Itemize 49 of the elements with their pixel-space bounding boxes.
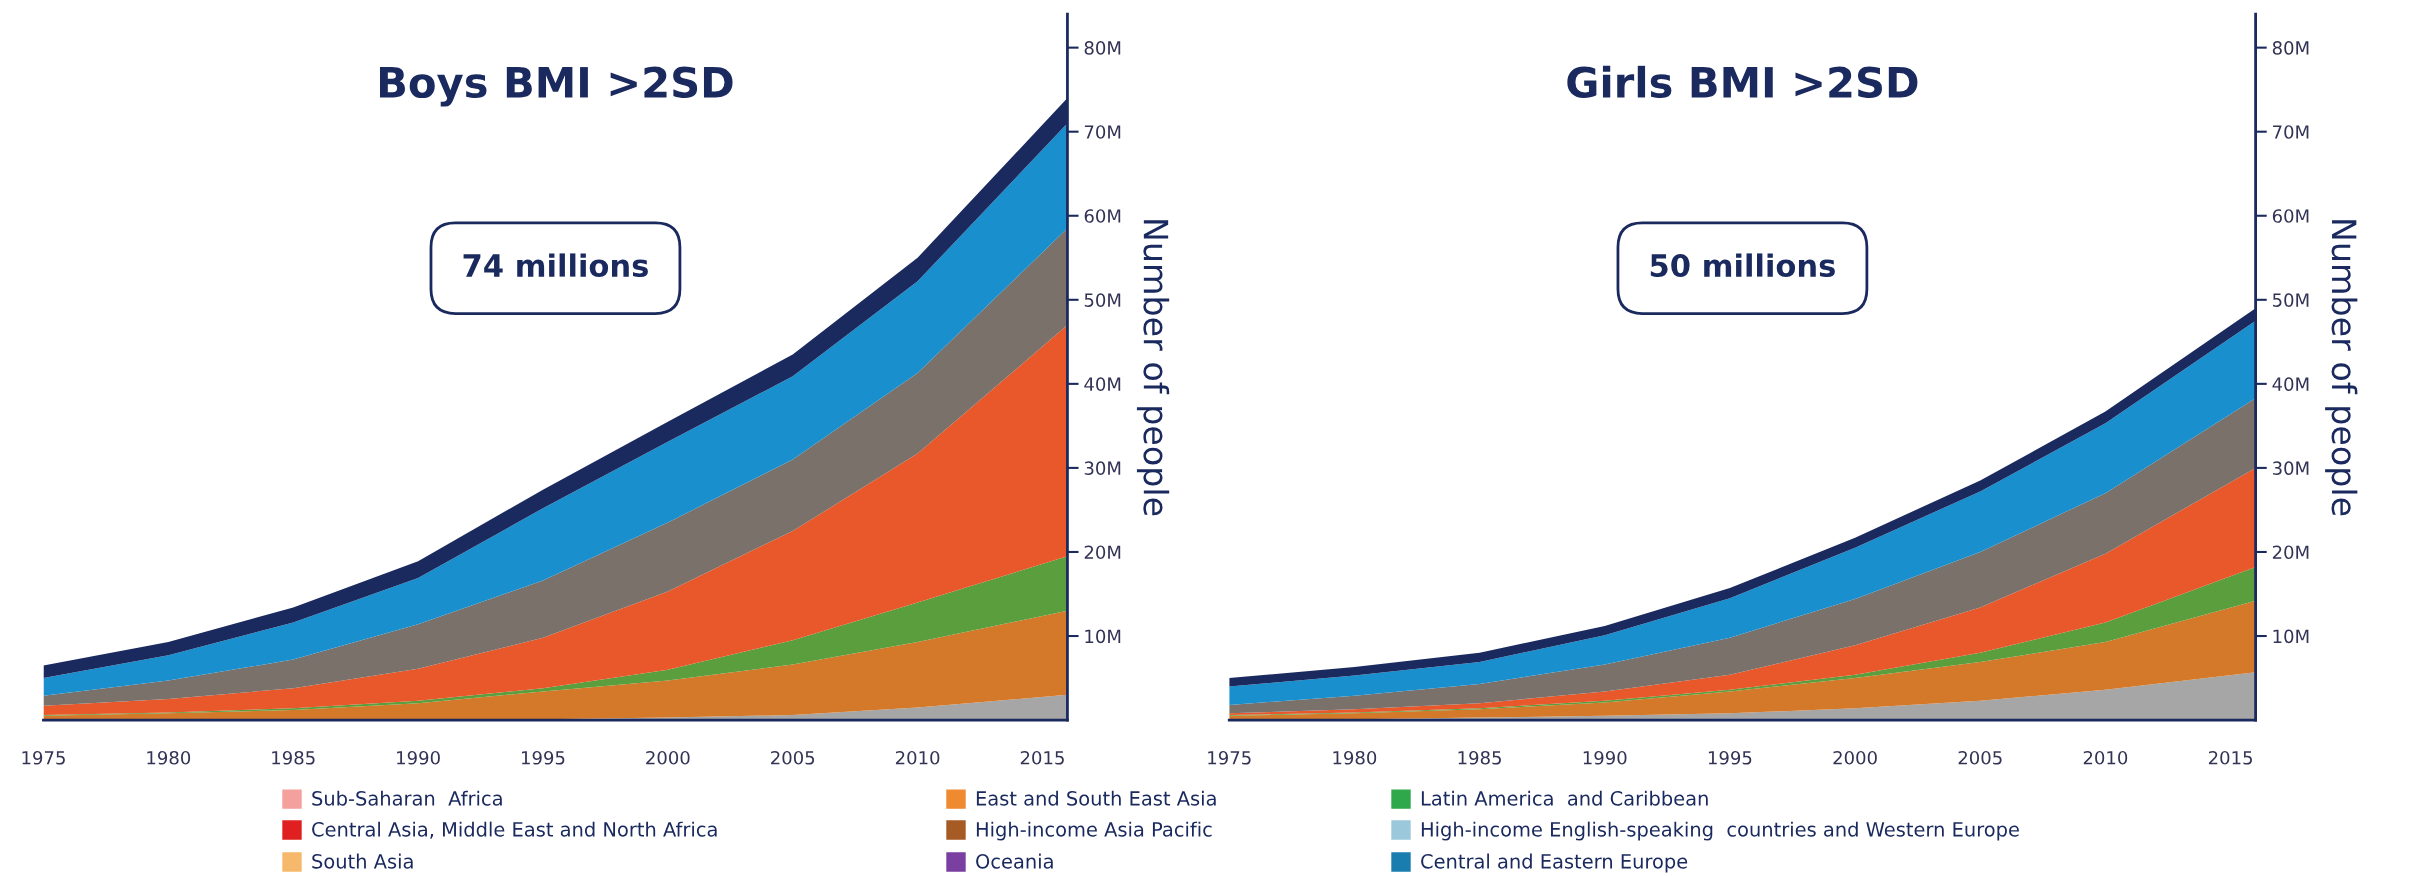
y-tick-label: 40M — [1084, 377, 1121, 391]
category-label: Central and Eastern Europe — [1421, 853, 1688, 873]
text: Girls BMI >2SD — [1567, 65, 1918, 99]
y-axis-title: Number of people — [2325, 220, 2358, 516]
x-tick-label: 1980 — [147, 750, 191, 765]
x-tick-label: 1990 — [1583, 750, 1627, 765]
y-tick-label: 30M — [1084, 461, 1121, 476]
text: Boys BMI >2SD — [379, 66, 733, 107]
y-tick-label: 60M — [1084, 209, 1121, 223]
y-tick-label: 20M — [2272, 545, 2309, 560]
x-tick-label: 1985 — [272, 750, 315, 765]
x-tick-label: 2010 — [2083, 750, 2128, 765]
y-tick-label: 50M — [1084, 293, 1121, 307]
y-tick-label: 40M — [2272, 377, 2309, 391]
category-label: Oceania — [976, 853, 1053, 869]
y-tick-label: 10M — [1085, 629, 1121, 644]
category-label: High-income English-speaking countries and Western Europe — [1421, 821, 2019, 841]
y-tick-label: 50M — [2272, 293, 2309, 307]
category-label: Latin America and Caribbean — [1421, 790, 1708, 806]
x-tick-label: 2000 — [646, 750, 690, 765]
x-tick-label: 2015 — [2208, 750, 2252, 765]
x-tick-label: 1985 — [1458, 750, 1501, 765]
category-label: South Asia — [312, 853, 413, 869]
x-tick-label: 2010 — [895, 750, 940, 765]
category-label: Central Asia, Middle East and North Africa — [312, 821, 717, 839]
y-tick-label: 30M — [2272, 461, 2309, 476]
y-tick-label: 70M — [2273, 125, 2309, 139]
x-tick-label: 1975 — [22, 750, 65, 765]
y-tick-label: 60M — [2272, 209, 2309, 223]
category-label: East and South East Asia — [976, 790, 1216, 806]
y-tick-label: 10M — [2273, 629, 2309, 644]
y-tick-label: 80M — [1084, 41, 1121, 55]
x-tick-label: 1975 — [1208, 750, 1251, 765]
x-tick-label: 1980 — [1333, 750, 1377, 765]
x-tick-label: 1995 — [521, 750, 565, 765]
y-axis-title: Number of people — [1136, 220, 1170, 516]
y-tick-label: 70M — [1084, 125, 1121, 139]
y-tick-label: 20M — [1084, 545, 1121, 560]
annotation: 74 millions — [463, 253, 648, 278]
x-tick-label: 2000 — [1833, 750, 1877, 765]
x-tick-label: 1990 — [397, 750, 440, 765]
category-label: Sub-Saharan Africa — [312, 790, 502, 806]
x-tick-label: 2015 — [1020, 750, 1064, 765]
category-label: High-income Asia Pacific — [976, 821, 1212, 841]
x-tick-label: 1995 — [1708, 750, 1752, 765]
y-tick-label: 80M — [2272, 41, 2309, 55]
x-tick-label: 2005 — [1958, 750, 2002, 765]
annotation: 50 millions — [1650, 253, 1835, 278]
x-tick-label: 2005 — [771, 750, 815, 765]
